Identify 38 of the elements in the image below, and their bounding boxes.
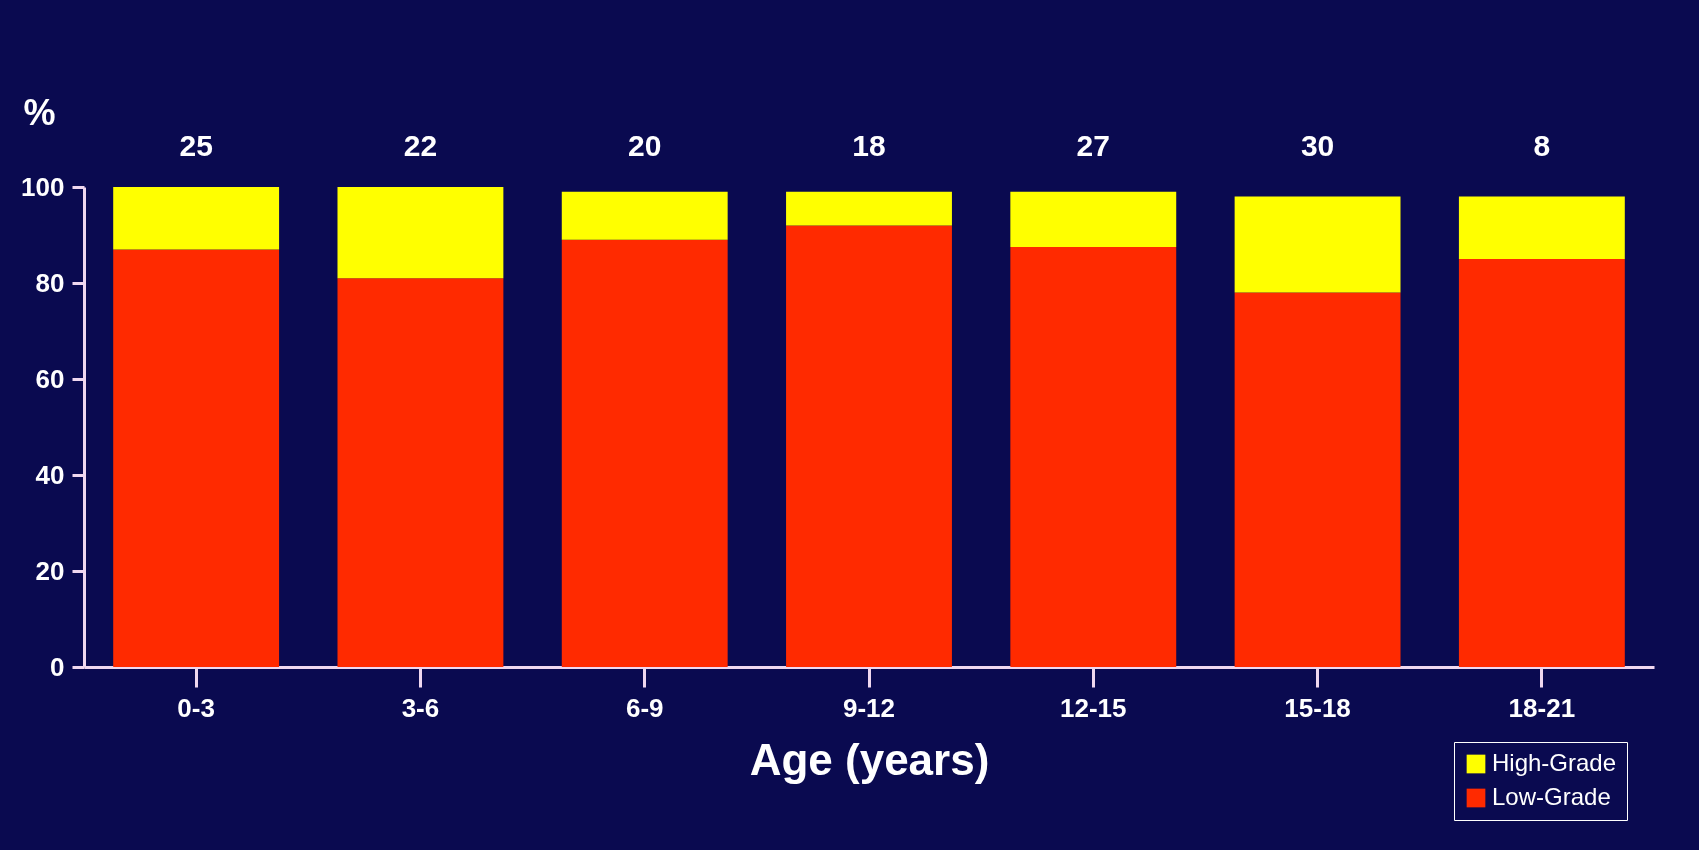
x-axis-title: Age (years) <box>749 734 990 784</box>
y-tick-label: 40 <box>35 459 65 490</box>
bar <box>561 191 728 240</box>
legend-label: Low-Grade <box>1492 783 1611 810</box>
bar <box>786 225 952 667</box>
x-tick-label: 12-15 <box>1060 692 1127 723</box>
text: 20 <box>628 129 662 162</box>
y-axis-title: % <box>23 91 56 133</box>
y-tick-label: 100 <box>21 171 65 202</box>
bar <box>1458 259 1625 667</box>
bar <box>561 239 728 667</box>
x-tick-label: 9-12 <box>842 692 896 723</box>
x-tick-label: 0-3 <box>177 692 215 723</box>
bar <box>786 191 952 226</box>
bar <box>1010 191 1177 247</box>
bar <box>113 187 280 250</box>
x-tick-label: 6-9 <box>625 692 664 723</box>
legend-label: High-Grade <box>1492 749 1617 776</box>
bar <box>1234 196 1401 293</box>
text: 8 <box>1533 129 1551 162</box>
text: 18 <box>852 129 886 162</box>
text: 27 <box>1076 129 1110 162</box>
bar <box>1010 247 1177 667</box>
text: 25 <box>179 129 213 162</box>
y-tick-label: 0 <box>50 651 65 682</box>
bar <box>1234 292 1401 667</box>
bar <box>337 278 504 667</box>
y-tick-label: 20 <box>35 555 65 586</box>
x-tick-label: 3-6 <box>401 692 440 723</box>
y-tick-label: 60 <box>35 363 65 394</box>
bar <box>1458 196 1625 259</box>
x-tick-label: 18-21 <box>1508 692 1576 723</box>
text: 30 <box>1300 129 1335 162</box>
text: 22 <box>403 129 438 162</box>
bar <box>337 187 504 279</box>
y-tick-label: 80 <box>35 267 65 298</box>
bar <box>113 249 280 667</box>
x-tick-label: 15-18 <box>1284 692 1351 723</box>
